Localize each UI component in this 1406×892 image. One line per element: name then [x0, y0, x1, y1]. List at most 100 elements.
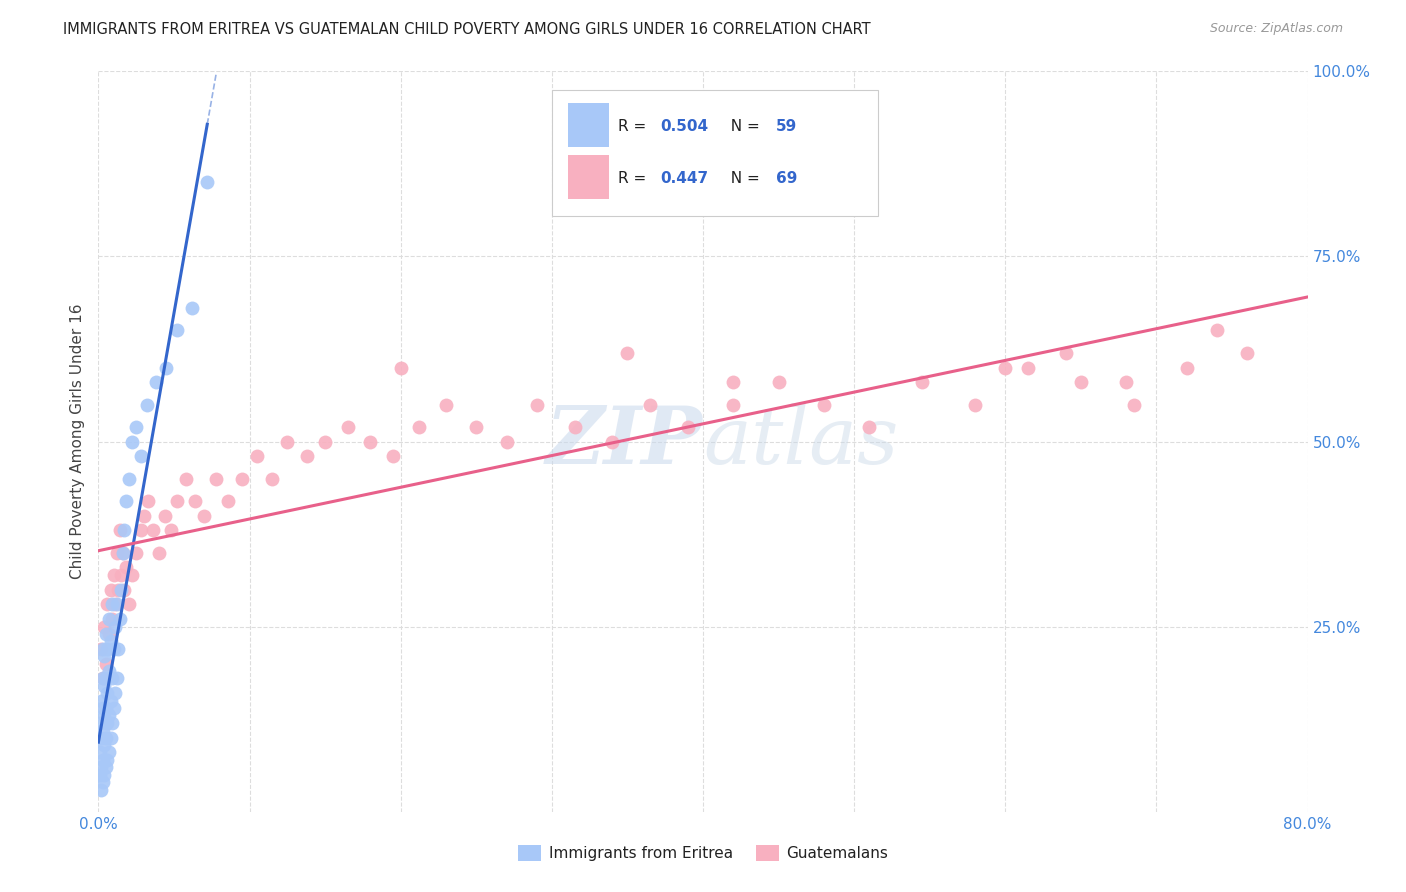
- Point: [217, 493, 239, 508]
- Point: [336, 419, 359, 434]
- Point: [142, 524, 165, 538]
- Point: [114, 493, 136, 508]
- Point: [98, 612, 121, 626]
- Point: [89, 767, 111, 781]
- Legend: Immigrants from Eritrea, Guatemalans: Immigrants from Eritrea, Guatemalans: [512, 838, 894, 867]
- Point: [101, 612, 124, 626]
- Point: [107, 641, 129, 656]
- Point: [91, 753, 114, 767]
- Point: [616, 345, 638, 359]
- Text: IMMIGRANTS FROM ERITREA VS GUATEMALAN CHILD POVERTY AMONG GIRLS UNDER 16 CORRELA: IMMIGRANTS FROM ERITREA VS GUATEMALAN CH…: [63, 22, 870, 37]
- Point: [564, 419, 586, 434]
- Point: [155, 360, 177, 375]
- Point: [111, 546, 134, 560]
- Point: [96, 641, 118, 656]
- Point: [93, 679, 115, 693]
- Point: [125, 419, 148, 434]
- Point: [90, 731, 112, 745]
- Point: [465, 419, 488, 434]
- Point: [111, 546, 134, 560]
- Point: [105, 546, 128, 560]
- Point: [94, 760, 117, 774]
- Point: [360, 434, 382, 449]
- Point: [262, 471, 284, 485]
- Point: [98, 627, 121, 641]
- Point: [101, 672, 124, 686]
- Point: [125, 546, 148, 560]
- Point: [813, 398, 835, 412]
- Point: [89, 746, 111, 760]
- Point: [118, 471, 141, 485]
- Point: [104, 619, 127, 633]
- Text: R =: R =: [619, 120, 651, 135]
- Point: [723, 398, 745, 412]
- Point: [132, 508, 155, 523]
- Point: [96, 598, 118, 612]
- Point: [112, 582, 135, 597]
- Point: [1115, 376, 1137, 390]
- Text: N =: N =: [721, 120, 765, 135]
- Point: [768, 376, 790, 390]
- Point: [96, 715, 118, 730]
- Point: [1236, 345, 1258, 359]
- Point: [1122, 398, 1144, 412]
- Point: [231, 471, 253, 485]
- Point: [104, 598, 127, 612]
- Point: [98, 708, 121, 723]
- Point: [108, 524, 131, 538]
- Point: [105, 672, 128, 686]
- Point: [295, 450, 318, 464]
- Point: [166, 324, 188, 338]
- Text: R =: R =: [619, 171, 651, 186]
- Point: [382, 450, 405, 464]
- Point: [1070, 376, 1092, 390]
- Point: [135, 398, 157, 412]
- Text: ZIP: ZIP: [546, 403, 703, 480]
- Point: [118, 598, 141, 612]
- Point: [193, 508, 215, 523]
- Point: [153, 508, 176, 523]
- Point: [723, 376, 745, 390]
- Point: [91, 672, 114, 686]
- Point: [103, 701, 125, 715]
- FancyBboxPatch shape: [568, 103, 609, 147]
- Point: [205, 471, 228, 485]
- Text: 69: 69: [776, 171, 797, 186]
- Point: [181, 301, 204, 316]
- Point: [195, 175, 218, 190]
- Point: [911, 376, 934, 390]
- Point: [103, 641, 125, 656]
- FancyBboxPatch shape: [568, 155, 609, 199]
- Point: [96, 686, 118, 700]
- Point: [94, 731, 117, 745]
- Point: [94, 701, 117, 715]
- Point: [100, 582, 122, 597]
- Text: 0.504: 0.504: [661, 120, 709, 135]
- Point: [110, 567, 132, 582]
- Point: [94, 657, 117, 671]
- Point: [91, 723, 114, 738]
- Point: [148, 546, 170, 560]
- Point: [121, 434, 143, 449]
- Point: [129, 524, 152, 538]
- Point: [104, 686, 127, 700]
- Point: [434, 398, 457, 412]
- Point: [100, 694, 122, 708]
- Point: [276, 434, 298, 449]
- Point: [676, 419, 699, 434]
- Point: [184, 493, 207, 508]
- Point: [108, 612, 131, 626]
- Point: [90, 641, 112, 656]
- Point: [160, 524, 183, 538]
- Point: [107, 582, 129, 597]
- Point: [994, 360, 1017, 375]
- Point: [90, 694, 112, 708]
- Point: [174, 471, 197, 485]
- Point: [495, 434, 517, 449]
- FancyBboxPatch shape: [551, 90, 879, 216]
- Point: [98, 746, 121, 760]
- Point: [96, 753, 118, 767]
- Point: [103, 567, 125, 582]
- Point: [114, 560, 136, 574]
- Point: [314, 434, 336, 449]
